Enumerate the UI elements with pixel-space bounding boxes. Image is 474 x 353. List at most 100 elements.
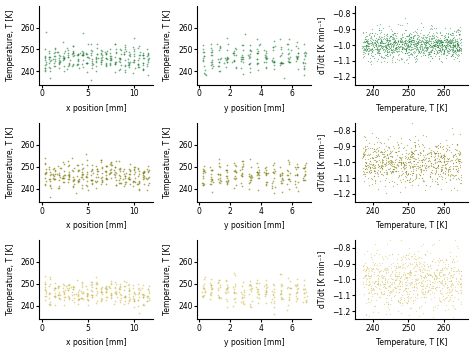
Point <box>436 38 444 44</box>
Point <box>433 49 440 54</box>
Point <box>369 286 376 292</box>
Point <box>375 285 383 291</box>
Point <box>401 59 408 65</box>
Point <box>428 167 436 172</box>
Point <box>367 53 374 58</box>
Point <box>408 163 416 169</box>
Point <box>439 296 447 301</box>
Point <box>269 59 277 65</box>
Point <box>111 286 118 291</box>
Point <box>408 41 415 47</box>
Point <box>375 163 383 168</box>
Point <box>133 181 141 187</box>
Point <box>452 278 460 283</box>
Point <box>397 35 404 41</box>
Point <box>426 291 434 297</box>
Point <box>361 34 369 40</box>
Point <box>390 47 397 52</box>
Point <box>400 166 408 171</box>
Point <box>83 293 91 298</box>
Point <box>136 52 143 58</box>
Point <box>375 145 383 150</box>
Point <box>413 40 421 45</box>
Point <box>379 151 387 157</box>
Point <box>408 151 415 157</box>
Point <box>92 179 100 185</box>
Point <box>238 52 246 58</box>
Point <box>215 285 222 291</box>
Point <box>232 169 240 175</box>
Point <box>404 37 411 43</box>
Point <box>440 283 448 289</box>
Point <box>453 55 461 61</box>
Point <box>384 268 392 273</box>
Point <box>437 152 445 157</box>
Point <box>454 243 461 249</box>
Point <box>112 281 119 286</box>
Point <box>102 62 110 68</box>
Point <box>135 181 142 186</box>
Point <box>451 44 459 50</box>
Point <box>299 166 307 171</box>
Point <box>415 157 423 163</box>
Point <box>46 301 53 307</box>
Point <box>130 298 137 304</box>
Point <box>231 281 239 287</box>
Point <box>437 186 445 192</box>
Point <box>400 161 408 167</box>
Point <box>371 260 378 265</box>
Point <box>118 292 125 298</box>
Point <box>433 40 440 46</box>
Point <box>404 263 412 268</box>
Point <box>408 284 416 290</box>
Point <box>390 164 398 170</box>
Point <box>278 296 285 301</box>
Point <box>424 273 431 278</box>
Point <box>422 162 430 168</box>
Point <box>106 61 113 66</box>
Point <box>51 168 59 173</box>
Point <box>423 274 430 280</box>
Point <box>239 60 247 65</box>
Point <box>271 59 278 64</box>
Point <box>74 61 82 67</box>
Point <box>438 32 445 38</box>
Point <box>410 283 418 289</box>
Point <box>223 56 230 62</box>
Point <box>207 174 215 180</box>
Point <box>449 173 457 178</box>
Point <box>444 306 452 312</box>
Point <box>406 41 413 46</box>
Point <box>384 301 392 306</box>
Point <box>428 289 436 295</box>
Point <box>411 264 419 269</box>
Point <box>399 262 407 267</box>
Point <box>405 32 413 38</box>
Point <box>383 36 391 41</box>
Point <box>360 54 368 59</box>
Point <box>434 42 441 48</box>
Point <box>414 38 422 44</box>
Point <box>438 47 446 52</box>
Point <box>262 164 270 170</box>
Point <box>65 171 73 176</box>
Point <box>437 49 445 55</box>
Point <box>239 42 246 48</box>
Point <box>365 270 372 275</box>
Point <box>51 176 58 181</box>
Point <box>130 167 138 172</box>
Point <box>418 280 425 286</box>
Point <box>436 271 443 277</box>
Point <box>389 178 396 184</box>
Point <box>444 271 452 277</box>
Point <box>425 150 432 156</box>
Point <box>446 43 454 48</box>
Point <box>433 280 441 285</box>
Point <box>410 155 417 161</box>
Point <box>440 152 448 158</box>
Point <box>382 265 390 271</box>
Point <box>56 292 64 298</box>
Point <box>111 173 119 178</box>
Point <box>411 41 419 47</box>
Point <box>42 57 49 62</box>
